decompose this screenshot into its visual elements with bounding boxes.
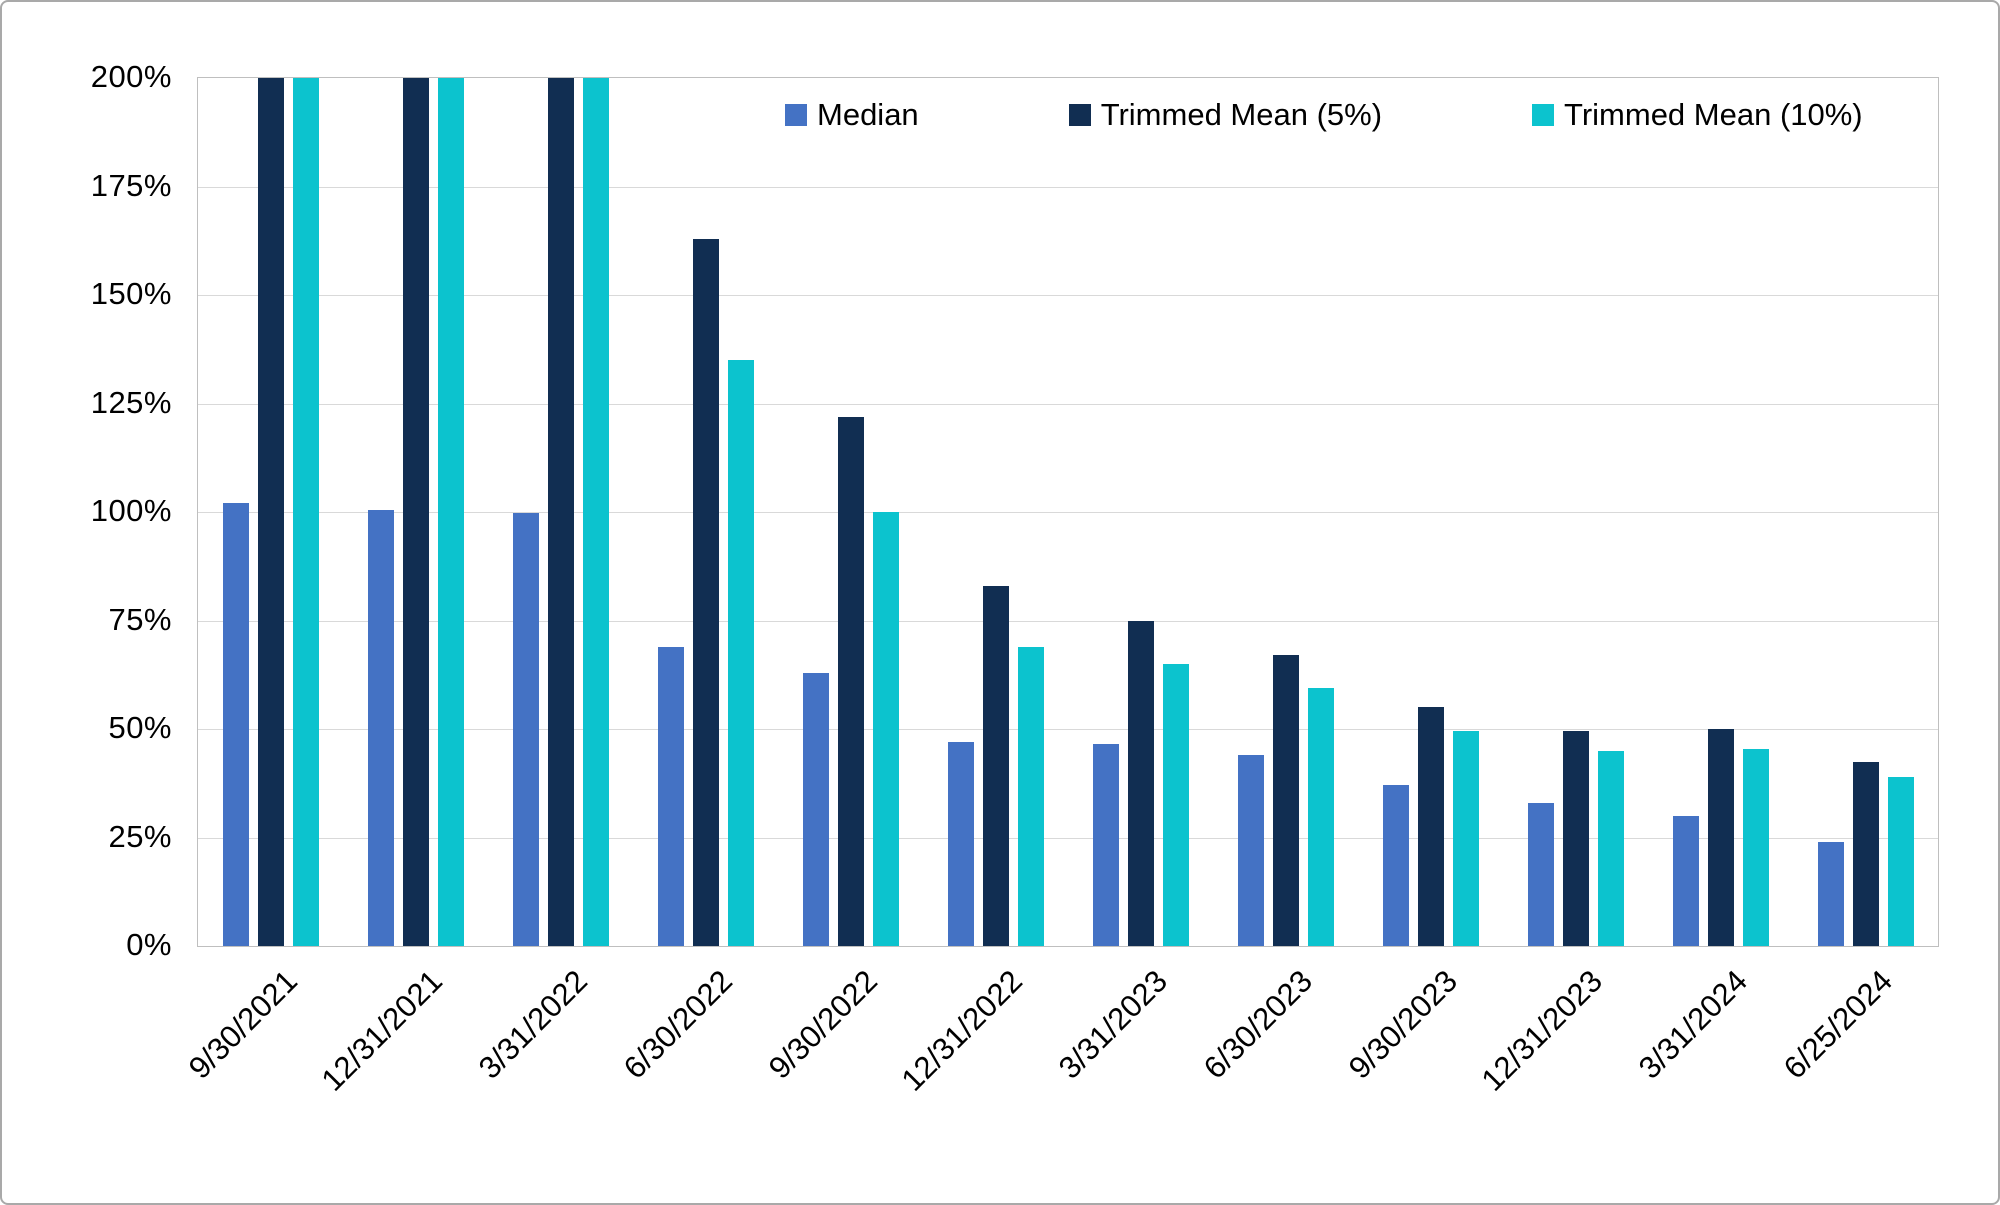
bar-trimmed-mean-5-12-31-2021 xyxy=(402,78,429,946)
bar-trimmed-mean-5-12-31-2022 xyxy=(982,585,1009,946)
bar-trimmed-mean-5-3-31-2023 xyxy=(1127,620,1154,946)
y-tick-label-175: 175% xyxy=(90,167,172,203)
y-tick-label-75: 75% xyxy=(108,601,172,637)
legend: Median Trimmed Mean (5%) Trimmed Mean (10%… xyxy=(785,98,1863,132)
gridline-125 xyxy=(198,403,1938,405)
bar-trimmed-mean-10-3-31-2024 xyxy=(1742,748,1769,946)
bar-median-12-31-2022 xyxy=(947,742,974,946)
bar-trimmed-mean-10-3-31-2022 xyxy=(582,78,609,946)
bar-trimmed-mean-10-12-31-2022 xyxy=(1017,646,1044,946)
gridline-50 xyxy=(198,729,1938,730)
bar-median-12-31-2021 xyxy=(367,509,394,946)
y-tick-label-150: 150% xyxy=(90,276,172,311)
bar-trimmed-mean-5-3-31-2024 xyxy=(1707,729,1734,946)
legend-item-median: Median xyxy=(785,98,919,132)
bar-trimmed-mean-5-6-25-2024 xyxy=(1852,761,1879,946)
bar-median-9-30-2021 xyxy=(222,503,249,946)
bar-trimmed-mean-5-9-30-2023 xyxy=(1417,707,1444,946)
bar-median-3-31-2022 xyxy=(512,512,539,946)
y-tick-label-125: 125% xyxy=(90,384,172,420)
bar-median-3-31-2024 xyxy=(1672,815,1699,946)
bar-trimmed-mean-5-3-31-2022 xyxy=(547,78,574,946)
bar-median-6-30-2022 xyxy=(657,646,684,946)
bar-trimmed-mean-5-9-30-2021 xyxy=(257,78,284,946)
bar-trimmed-mean-10-9-30-2023 xyxy=(1452,731,1479,946)
legend-label: Trimmed Mean (5%) xyxy=(1100,97,1383,132)
bar-median-3-31-2023 xyxy=(1092,744,1119,946)
y-tick-label-25: 25% xyxy=(108,818,172,854)
gridline-175 xyxy=(198,186,1938,188)
bar-median-6-30-2023 xyxy=(1237,755,1264,946)
bar-trimmed-mean-10-12-31-2023 xyxy=(1597,750,1624,946)
bar-median-6-25-2024 xyxy=(1817,841,1844,946)
bar-trimmed-mean-5-12-31-2023 xyxy=(1562,731,1589,946)
bar-trimmed-mean-10-6-30-2022 xyxy=(727,360,754,946)
bar-median-9-30-2023 xyxy=(1382,785,1409,946)
y-tick-label-0: 0% xyxy=(126,927,172,962)
bar-trimmed-mean-10-6-30-2023 xyxy=(1307,687,1334,946)
bar-trimmed-mean-10-6-25-2024 xyxy=(1887,776,1914,946)
gridline-25 xyxy=(198,837,1938,839)
legend-swatch-icon xyxy=(1532,104,1555,126)
legend-swatch-icon xyxy=(785,104,807,126)
bar-median-12-31-2023 xyxy=(1527,802,1554,946)
bar-median-9-30-2022 xyxy=(802,672,829,946)
gridline-100 xyxy=(198,512,1938,513)
bar-trimmed-mean-10-9-30-2022 xyxy=(872,512,899,946)
legend-label: Trimmed Mean (10%) xyxy=(1564,97,1863,132)
plot-area xyxy=(197,77,1939,947)
y-tick-label-100: 100% xyxy=(90,493,172,528)
bar-trimmed-mean-5-6-30-2023 xyxy=(1272,655,1299,946)
gridline-150 xyxy=(198,295,1938,296)
bar-trimmed-mean-10-9-30-2021 xyxy=(292,78,319,946)
bar-trimmed-mean-10-3-31-2023 xyxy=(1162,663,1189,946)
bar-trimmed-mean-5-9-30-2022 xyxy=(837,416,864,946)
legend-item-trimmed-mean-5: Trimmed Mean (5%) xyxy=(1068,97,1383,132)
bar-trimmed-mean-5-6-30-2022 xyxy=(692,238,719,946)
y-tick-label-200: 200% xyxy=(90,59,172,94)
legend-swatch-icon xyxy=(1068,104,1091,126)
legend-label: Median xyxy=(817,97,919,132)
bar-trimmed-mean-10-12-31-2021 xyxy=(437,78,464,946)
legend-item-trimmed-mean-10: Trimmed Mean (10%) xyxy=(1532,98,1863,132)
gridline-75 xyxy=(198,620,1938,622)
y-tick-label-50: 50% xyxy=(108,710,172,745)
